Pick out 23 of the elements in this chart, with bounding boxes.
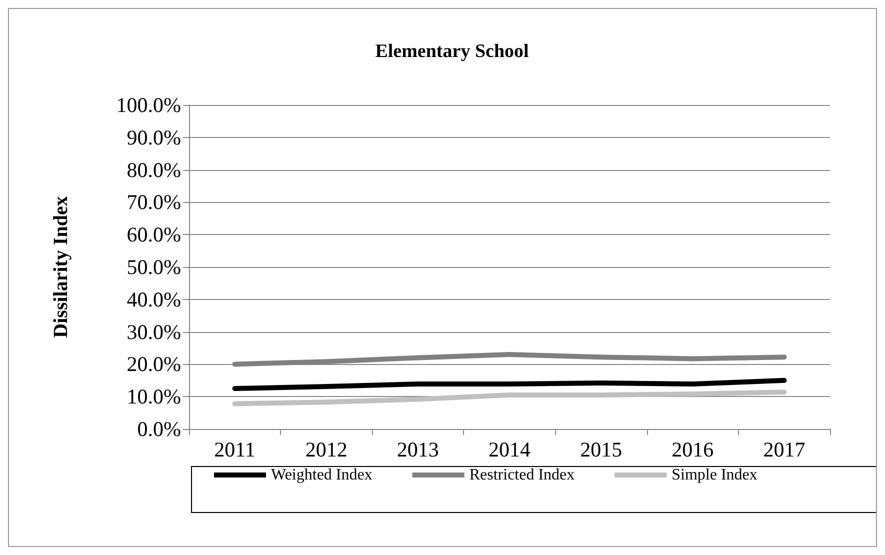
x-tick-label: 2013 bbox=[396, 438, 439, 462]
y-tick-label: 20.0% bbox=[126, 352, 181, 376]
legend-label: Weighted Index bbox=[271, 466, 372, 484]
x-tick-label: 2011 bbox=[214, 438, 256, 462]
x-tick-label: 2016 bbox=[672, 438, 714, 462]
y-tick-label: 80.0% bbox=[126, 158, 181, 182]
legend-label: Simple Index bbox=[672, 466, 758, 484]
y-axis-title: Dissilarity Index bbox=[50, 196, 72, 338]
y-tick-label: 60.0% bbox=[126, 222, 181, 247]
x-tick-label: 2015 bbox=[580, 438, 622, 462]
y-tick-label: 0.0% bbox=[137, 417, 181, 441]
x-tick-label: 2012 bbox=[305, 438, 348, 462]
y-tick-label: 50.0% bbox=[126, 255, 181, 279]
y-tick-label: 10.0% bbox=[126, 384, 181, 409]
x-tick-label: 2017 bbox=[763, 438, 806, 462]
y-tick-label: 40.0% bbox=[126, 287, 181, 312]
x-tick-label: 2014 bbox=[488, 438, 531, 462]
y-tick-label: 70.0% bbox=[126, 190, 181, 214]
y-tick-label: 30.0% bbox=[126, 320, 181, 344]
chart-title: Elementary School bbox=[375, 41, 529, 62]
legend-label: Restricted Index bbox=[469, 466, 575, 484]
y-tick-label: 90.0% bbox=[126, 125, 181, 150]
y-tick-label: 100.0% bbox=[116, 93, 181, 117]
